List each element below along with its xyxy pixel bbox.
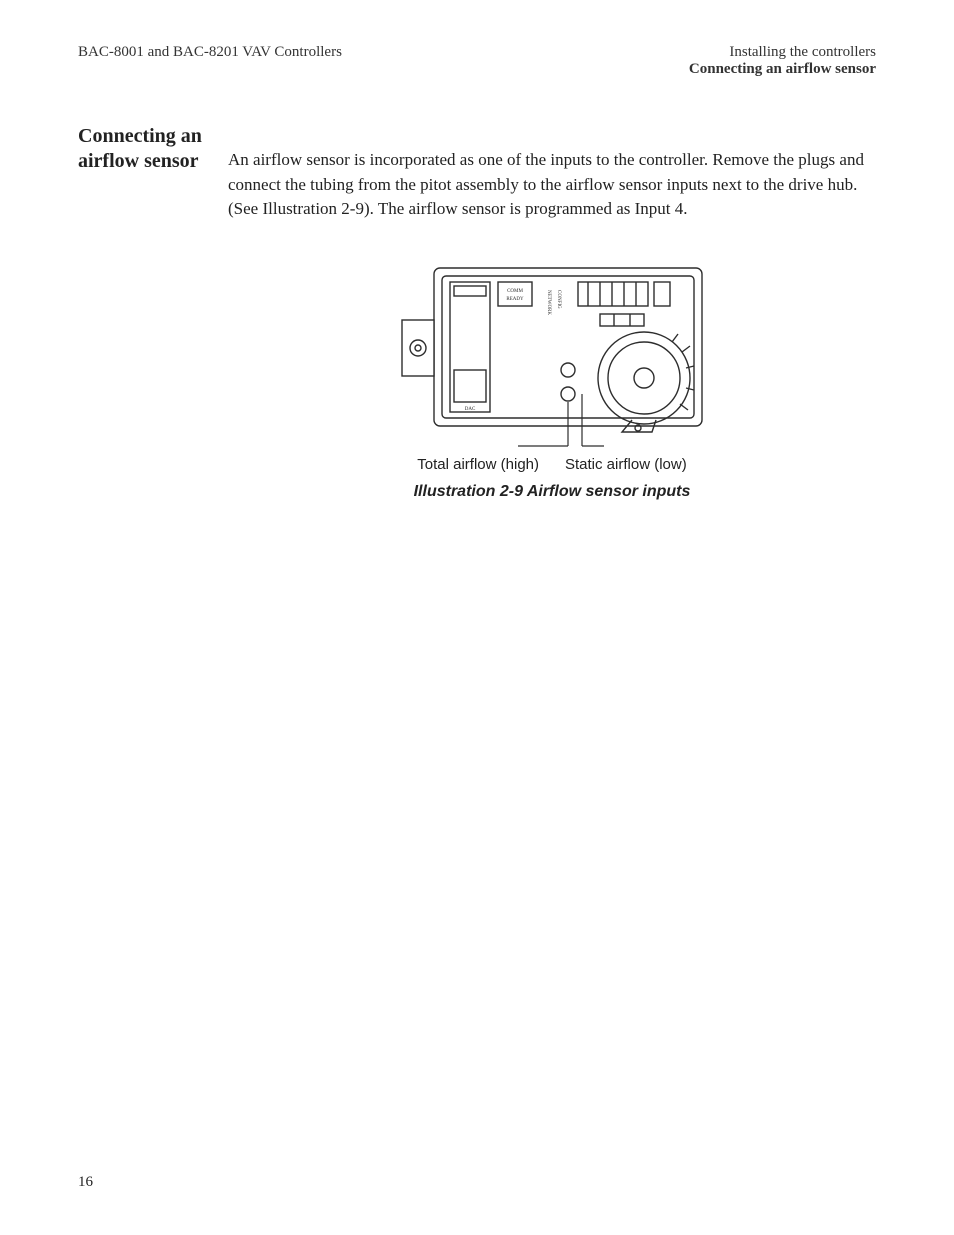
header-right-line1: Installing the controllers [689, 44, 876, 61]
figure-caption: Illustration 2-9 Airflow sensor inputs [414, 483, 691, 501]
svg-text:CONFIG: CONFIG [556, 290, 561, 309]
section-title-line1: Connecting an [78, 125, 202, 147]
callout-static-airflow: Static airflow (low) [565, 456, 687, 473]
figure: DAC COMM READY NETWORK CONFIG [228, 250, 876, 501]
page: BAC-8001 and BAC-8201 VAV Controllers In… [0, 0, 954, 1235]
svg-text:DAC: DAC [465, 407, 476, 412]
header-right: Installing the controllers Connecting an… [689, 44, 876, 78]
page-header: BAC-8001 and BAC-8201 VAV Controllers In… [78, 44, 876, 78]
svg-text:COMM: COMM [507, 289, 523, 294]
content-area: Connecting an airflow sensor An airflow … [78, 124, 876, 501]
header-left: BAC-8001 and BAC-8201 VAV Controllers [78, 44, 342, 78]
page-number: 16 [78, 1174, 93, 1191]
svg-text:NETWORK: NETWORK [546, 290, 551, 315]
callout-total-airflow: Total airflow (high) [417, 456, 539, 473]
body-paragraph: An airflow sensor is incorporated as one… [228, 148, 876, 222]
device-illustration: DAC COMM READY NETWORK CONFIG [372, 250, 732, 460]
section-title: Connecting an airflow sensor [78, 124, 228, 174]
figure-callouts: Total airflow (high) Static airflow (low… [417, 456, 686, 473]
svg-text:READY: READY [506, 297, 524, 302]
body-column: An airflow sensor is incorporated as one… [228, 124, 876, 501]
section-title-line2: airflow sensor [78, 150, 199, 172]
header-right-line2: Connecting an airflow sensor [689, 61, 876, 78]
